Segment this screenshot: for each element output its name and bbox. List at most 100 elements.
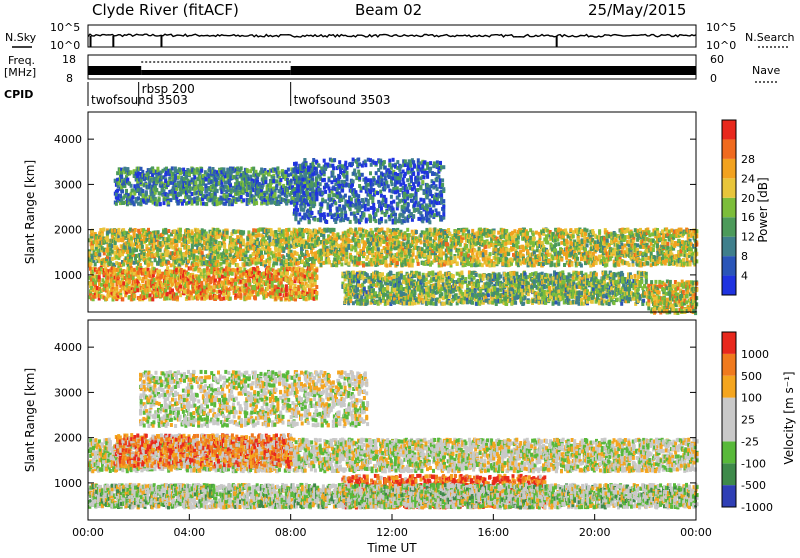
- scatter-cell: [236, 263, 239, 267]
- freq-right-tick-top: 60: [710, 53, 724, 66]
- scatter-cell: [167, 234, 170, 238]
- scatter-cell: [357, 262, 360, 266]
- scatter-cell: [135, 248, 138, 252]
- scatter-cell: [157, 230, 160, 234]
- scatter-cell: [262, 247, 265, 251]
- scatter-cell: [363, 252, 366, 256]
- scatter-cell: [102, 228, 105, 232]
- scatter-cell: [288, 228, 291, 232]
- scatter-cell: [256, 238, 259, 242]
- scatter-cell: [134, 228, 137, 232]
- scatter-cell: [179, 228, 182, 232]
- scatter-cell: [229, 253, 232, 257]
- scatter-cell: [257, 233, 260, 237]
- scatter-cell: [159, 248, 162, 252]
- date-title: 25/May/2015: [588, 1, 686, 19]
- scatter-cell: [364, 242, 367, 246]
- scatter-cell: [147, 263, 150, 267]
- noise-right-tick-top: 10^5: [706, 21, 736, 34]
- scatter-cell: [362, 234, 365, 238]
- scatter-cell: [103, 263, 106, 267]
- scatter-cell: [365, 262, 368, 266]
- scatter-cell: [91, 245, 94, 249]
- freq-panel: Freq. [MHz] 18 8 60 0 Nave: [4, 53, 780, 85]
- scatter-cell: [117, 228, 120, 232]
- scatter-cell: [236, 235, 239, 239]
- scatter-cell: [150, 262, 153, 266]
- scatter-cell: [140, 241, 143, 245]
- cpid-segment-label: twofsound 3503: [294, 93, 391, 107]
- scatter-cell: [122, 263, 125, 267]
- scatter-cell: [347, 246, 350, 250]
- scatter-cell: [98, 253, 101, 257]
- scatter-cell: [191, 231, 194, 235]
- noise-left-tick-top: 10^5: [50, 21, 80, 34]
- scatter-cell: [215, 240, 218, 244]
- noise-panel: N.Sky 10^5 10^0 10^5 10^0 N.Search: [5, 21, 795, 52]
- freq-band-low: [141, 70, 290, 75]
- scatter-cell: [337, 256, 340, 260]
- power-panel: 1000200030004000 Slant Range [km] 481216…: [23, 112, 770, 315]
- freq-trace: [88, 60, 696, 75]
- scatter-cell: [297, 261, 300, 265]
- scatter-cell: [280, 239, 283, 243]
- scatter-cell: [170, 263, 173, 267]
- scatter-cell: [223, 244, 226, 248]
- scatter-cell: [358, 244, 361, 248]
- scatter-cell: [302, 233, 305, 237]
- freq-label-line2: [MHz]: [4, 66, 36, 79]
- scatter-cell: [268, 256, 271, 260]
- scatter-cell: [196, 228, 199, 232]
- scatter-cell: [210, 238, 213, 242]
- scatter-cell: [260, 251, 263, 255]
- noise-left-label: N.Sky: [5, 31, 37, 44]
- scatter-cell: [133, 233, 136, 237]
- scatter-cell: [196, 256, 199, 260]
- scatter-cell: [356, 235, 359, 239]
- scatter-cell: [91, 255, 94, 259]
- scatter-cell: [280, 260, 283, 264]
- scatter-cell: [278, 228, 281, 232]
- scatter-cell: [118, 231, 121, 235]
- scatter-cell: [150, 239, 153, 243]
- scatter-cell: [136, 245, 139, 249]
- freq-left-tick-bottom: 8: [66, 72, 73, 85]
- scatter-cell: [106, 236, 109, 240]
- scatter-cell: [274, 233, 277, 237]
- scatter-cell: [334, 234, 337, 238]
- scatter-cell: [362, 264, 365, 268]
- scatter-cell: [282, 247, 285, 251]
- scatter-cell: [347, 239, 350, 243]
- scatter-cell: [334, 257, 337, 261]
- freq-right-tick-bottom: 0: [710, 72, 717, 85]
- scatter-cell: [172, 246, 175, 250]
- scatter-cell: [366, 255, 369, 259]
- noise-right-tick-bottom: 10^0: [706, 39, 736, 52]
- scatter-cell: [175, 243, 178, 247]
- scatter-cell: [236, 255, 239, 259]
- cpid-label: CPID: [4, 88, 33, 101]
- scatter-cell: [333, 228, 336, 232]
- scatter-cell: [201, 251, 204, 255]
- scatter-cell: [265, 241, 268, 245]
- scatter-cell: [317, 237, 320, 241]
- scatter-cell: [273, 261, 276, 265]
- noise-left-tick-bottom: 10^0: [50, 39, 80, 52]
- rti-plot: Clyde River (fitACF) Beam 02 25/May/2015…: [0, 0, 800, 554]
- scatter-cell: [141, 245, 144, 249]
- freq-right-label: Nave: [752, 64, 780, 77]
- noise-trace: [88, 34, 696, 37]
- scatter-cell: [342, 257, 345, 261]
- scatter-cell: [340, 262, 343, 266]
- scatter-cell: [242, 239, 245, 243]
- scatter-cell: [226, 231, 229, 235]
- scatter-cell: [167, 229, 170, 233]
- scatter-cell: [320, 263, 323, 267]
- scatter-cell: [359, 233, 362, 237]
- scatter-cell: [371, 231, 374, 235]
- scatter-cell: [195, 249, 198, 253]
- scatter-cell: [358, 257, 361, 261]
- scatter-cell: [275, 243, 278, 247]
- scatter-cell: [247, 230, 250, 234]
